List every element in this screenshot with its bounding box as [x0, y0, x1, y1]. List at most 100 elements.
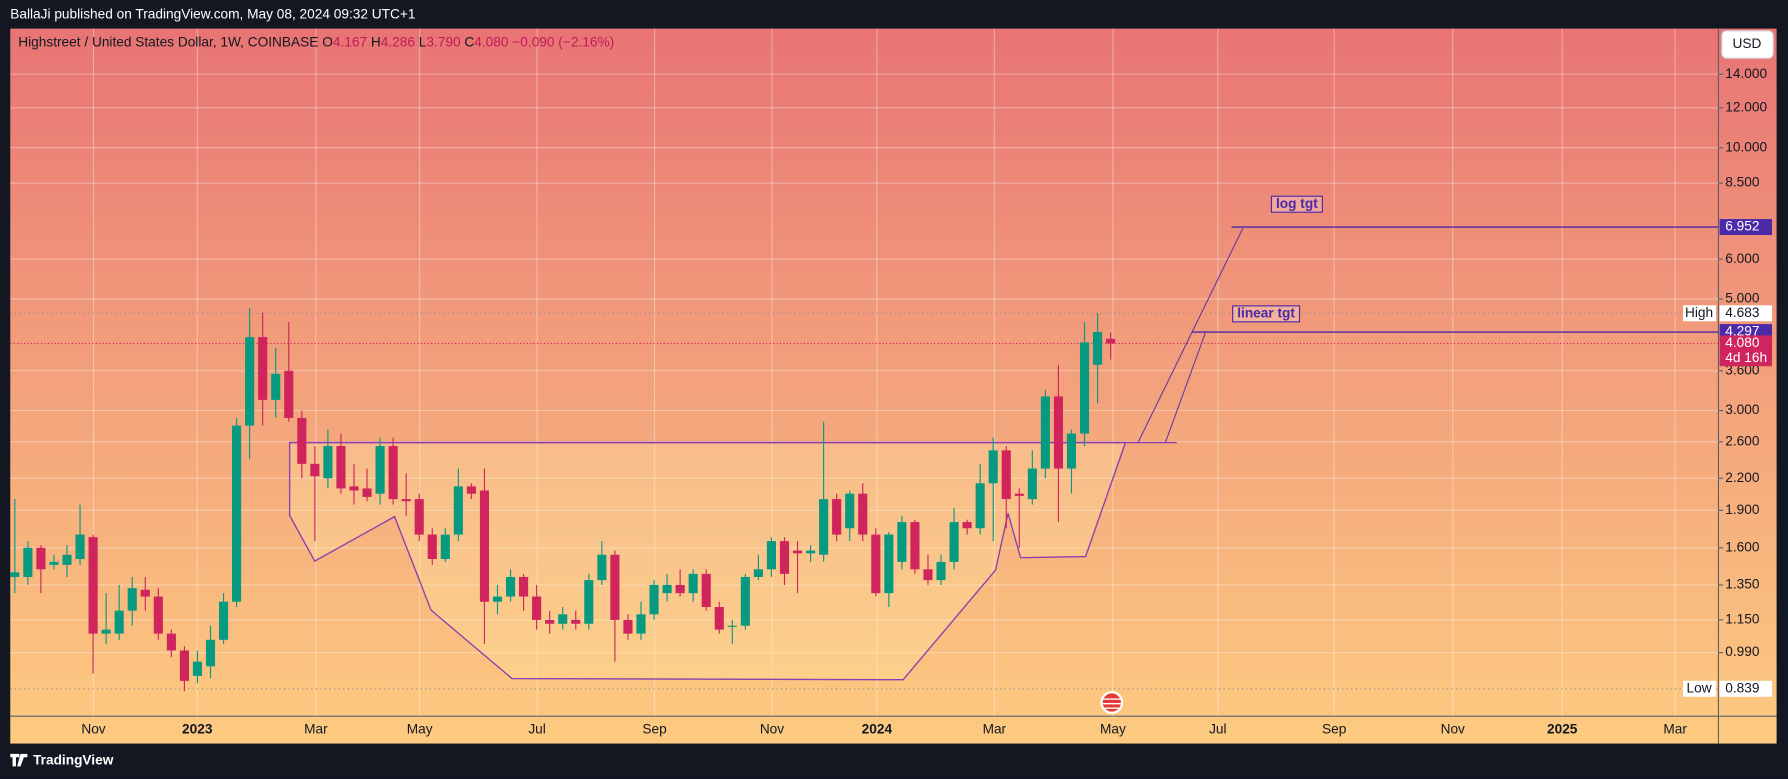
candle-body	[753, 569, 763, 577]
y-tick-label: 12.000	[1725, 99, 1767, 114]
candle-body	[949, 522, 959, 562]
candle-body	[584, 580, 594, 624]
candle-body	[453, 486, 463, 535]
price-badge-label: 4.297	[1725, 324, 1759, 339]
candles	[10, 307, 1116, 692]
x-tick-label: Jul	[1209, 721, 1226, 736]
candle-body	[1106, 338, 1116, 344]
x-tick-label: Mar	[983, 721, 1007, 736]
candle-body	[179, 650, 189, 681]
ohlc-value: 3.790	[426, 34, 461, 49]
ohlc-value: 4.286	[381, 34, 415, 49]
candle-body	[466, 486, 476, 494]
target-label: log tgt	[1276, 196, 1318, 211]
y-tick-label: 6.000	[1725, 251, 1760, 266]
candle-body	[427, 534, 437, 560]
mark-value-box	[1719, 305, 1773, 322]
mark-value-box	[1719, 680, 1773, 697]
ohlc-key: H	[371, 34, 381, 49]
candle-body	[114, 610, 124, 634]
candle-body	[1027, 468, 1037, 500]
candle-body	[545, 619, 555, 624]
ohlc-change: −0.090 (−2.16%)	[512, 34, 614, 49]
candle-body	[388, 446, 398, 500]
candle-body	[1066, 433, 1077, 469]
brand-logo	[10, 753, 28, 767]
y-tick-label: 1.350	[1725, 577, 1760, 592]
last-price-badge	[1719, 335, 1773, 367]
y-tick-label: 1.900	[1725, 502, 1760, 517]
candle-body	[323, 446, 333, 479]
candle-body	[1079, 342, 1090, 434]
y-tick-label: 1.600	[1725, 539, 1760, 554]
candle-body	[271, 373, 281, 400]
candle-body	[792, 550, 803, 554]
candle-body	[1014, 493, 1024, 496]
x-tick-label: Nov	[760, 721, 784, 736]
candle-body	[23, 547, 33, 577]
x-tick-label: Sep	[642, 721, 667, 736]
x-tick-label: Nov	[1441, 721, 1465, 736]
candle-body	[962, 522, 972, 529]
y-tick-label: 1.150	[1725, 612, 1760, 627]
candle-body	[975, 483, 985, 529]
candle-body	[336, 446, 346, 489]
candle-body	[662, 584, 672, 594]
candle-body	[349, 486, 359, 491]
x-tick-label: Jul	[528, 721, 545, 736]
candle-body	[414, 499, 424, 535]
candle-body	[1040, 396, 1050, 469]
candle-body	[153, 596, 163, 634]
publisher-line: BallaJi published on TradingView.com, Ma…	[10, 7, 415, 22]
y-tick-label: 14.000	[1725, 66, 1767, 81]
candle-body	[766, 541, 777, 570]
ohlc-value: 4.167	[333, 34, 367, 49]
projection-line	[1164, 332, 1206, 443]
ohlc-value: 4.080	[474, 34, 509, 49]
candle-body	[75, 534, 85, 560]
candle-body	[88, 537, 98, 634]
candle-body	[362, 488, 372, 497]
candle-body	[649, 584, 659, 615]
x-tick-label: 2024	[862, 721, 893, 736]
y-tick-label: 0.990	[1725, 644, 1760, 659]
candle-body	[819, 499, 829, 555]
x-tick-label: May	[407, 721, 433, 736]
candle-body	[910, 522, 920, 570]
currency-button[interactable]	[1721, 30, 1774, 59]
currency-label[interactable]: USD	[1733, 36, 1762, 51]
candle-body	[897, 522, 907, 562]
candle-body	[245, 337, 255, 426]
candle-body	[532, 596, 542, 620]
price-badge	[1719, 219, 1773, 236]
projection-line	[1137, 227, 1244, 443]
candle-body	[688, 573, 698, 594]
candle-body	[597, 554, 607, 581]
candle-body	[714, 607, 724, 630]
candle-body	[675, 584, 685, 594]
candle-body	[284, 370, 294, 418]
candle-body	[62, 554, 72, 565]
y-tick-label: 2.600	[1725, 433, 1760, 448]
x-tick-label: 2025	[1547, 721, 1578, 736]
y-tick-label: 10.000	[1725, 139, 1767, 154]
candle-body	[779, 541, 790, 574]
candle-body	[479, 490, 490, 602]
overlay: 0.990 1.150 1.350 1.600 1.900 2.200 2.600 3.000…	[81, 66, 1773, 736]
candle-body	[10, 572, 20, 577]
event-flag[interactable]	[1100, 691, 1124, 714]
candle-body	[140, 589, 150, 597]
candle-body	[101, 629, 111, 634]
candle-body	[1093, 331, 1103, 365]
event-flag-stripes	[1102, 698, 1121, 709]
candle-body	[218, 601, 229, 640]
candle-body	[571, 619, 581, 624]
target-label: linear tgt	[1237, 305, 1295, 320]
mark-name: Low	[1687, 680, 1712, 695]
candle-body	[492, 596, 503, 602]
candle-body	[858, 493, 868, 535]
target-label-box	[1270, 195, 1323, 213]
candle-body	[1001, 450, 1011, 500]
